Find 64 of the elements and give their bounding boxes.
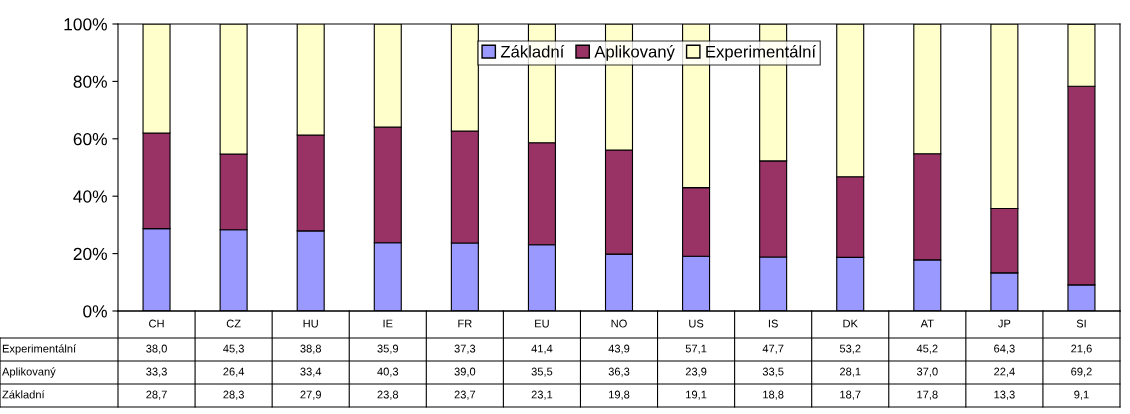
data-label: 37,0 xyxy=(916,367,938,377)
y-tick-label: 40% xyxy=(73,190,107,203)
data-label: 45,2 xyxy=(916,344,938,354)
text: Základní xyxy=(2,390,45,399)
data-label: 18,7 xyxy=(840,390,861,400)
data-label: 33,3 xyxy=(146,367,167,377)
data-label: 45,3 xyxy=(223,344,244,354)
y-tick-label: 60% xyxy=(73,132,107,146)
x-tick-label: IE xyxy=(383,319,393,328)
data-label: 37,3 xyxy=(454,344,476,354)
data-label: 41,4 xyxy=(531,344,553,354)
data-label: 23,8 xyxy=(377,390,399,400)
data-label: 53,2 xyxy=(839,344,861,354)
x-tick-label: SI xyxy=(1076,319,1086,328)
x-tick-label: DK xyxy=(843,319,858,328)
y-tick-label: 20% xyxy=(73,247,107,261)
data-label: 19,1 xyxy=(686,390,707,400)
x-tick-label: CH xyxy=(149,319,164,328)
x-tick-label: JP xyxy=(998,319,1011,328)
x-tick-label: CZ xyxy=(226,319,241,328)
x-tick-label: NO xyxy=(611,319,627,328)
data-label: 69,2 xyxy=(1071,367,1092,377)
data-label: 28,3 xyxy=(223,390,244,400)
data-label: 28,7 xyxy=(146,390,167,400)
data-label: 40,3 xyxy=(377,367,399,377)
data-label: 23,1 xyxy=(531,390,553,400)
data-label: 47,7 xyxy=(762,344,784,354)
data-label: 64,3 xyxy=(994,344,1015,354)
data-label: 27,9 xyxy=(300,390,321,400)
x-tick-label: AT xyxy=(920,319,934,328)
legend-label: Základní xyxy=(500,45,565,58)
data-label: 57,1 xyxy=(685,344,707,354)
data-label: 21,6 xyxy=(1071,344,1092,354)
data-label: 13,3 xyxy=(994,390,1015,400)
legend-label: Aplikovaný xyxy=(594,45,675,61)
x-tick-label: FR xyxy=(458,319,472,328)
data-label: 35,9 xyxy=(377,344,399,354)
data-label: 39,0 xyxy=(454,367,476,377)
y-tick-label: 80% xyxy=(73,75,107,88)
data-label: 36,3 xyxy=(608,367,630,377)
x-tick-label: EU xyxy=(535,319,549,328)
y-tick-label: 100% xyxy=(64,18,107,31)
x-tick-label: IS xyxy=(768,319,778,328)
x-tick-label: US xyxy=(689,319,704,328)
data-label: 43,9 xyxy=(608,344,630,354)
legend-label: Experimentální xyxy=(706,45,816,61)
y-tick-label: 0% xyxy=(83,305,107,318)
data-label: 26,4 xyxy=(223,367,245,377)
data-label: 18,8 xyxy=(763,390,784,400)
data-label: 23,9 xyxy=(685,367,707,377)
data-label: 9,1 xyxy=(1074,390,1089,400)
data-label: 17,8 xyxy=(917,390,938,400)
text: Experimentální xyxy=(2,344,77,355)
data-label: 28,1 xyxy=(839,367,861,377)
data-label: 22,4 xyxy=(994,367,1015,377)
data-label: 35,5 xyxy=(531,367,553,377)
data-label: 23,7 xyxy=(454,390,476,400)
data-label: 19,8 xyxy=(609,390,630,400)
data-label: 38,0 xyxy=(146,344,167,354)
data-label: 33,5 xyxy=(762,367,784,377)
data-label: 33,4 xyxy=(300,367,322,377)
x-tick-label: HU xyxy=(303,319,318,328)
data-label: 38,8 xyxy=(300,344,322,354)
text: Aplikovaný xyxy=(2,367,56,378)
